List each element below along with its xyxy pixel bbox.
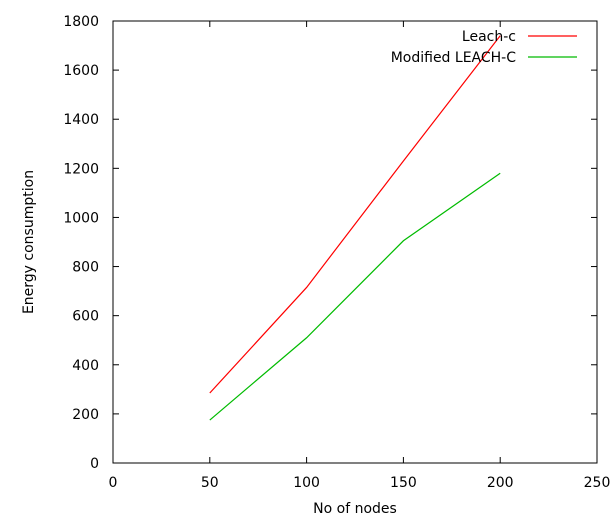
- y-tick-label: 800: [72, 260, 99, 276]
- legend-label: Leach-c: [462, 29, 516, 45]
- y-axis-ticks: 0 200 400 600 800 1000 1200 1400 1600 1800: [63, 14, 597, 472]
- x-tick-label: 0: [109, 475, 118, 491]
- y-tick-label: 1600: [63, 63, 99, 79]
- y-tick-label: 1800: [63, 14, 99, 30]
- y-tick-label: 200: [72, 407, 99, 423]
- x-tick-label: 150: [390, 475, 417, 491]
- y-tick-label: 1200: [63, 161, 99, 177]
- legend-label: Modified LEACH-C: [391, 50, 517, 66]
- x-axis-label: No of nodes: [313, 501, 397, 517]
- x-tick-label: 100: [293, 475, 320, 491]
- x-tick-label: 200: [487, 475, 514, 491]
- legend: Leach-c Modified LEACH-C: [391, 29, 577, 66]
- x-tick-label: 250: [584, 475, 611, 491]
- y-tick-label: 400: [72, 358, 99, 374]
- y-tick-label: 1400: [63, 112, 99, 128]
- y-tick-label: 600: [72, 309, 99, 325]
- series-lines: [209, 35, 501, 421]
- y-tick-label: 1000: [63, 210, 99, 226]
- x-axis-ticks: 0 50 100 150 200 250: [109, 21, 611, 491]
- series-line-1: [209, 172, 501, 421]
- series-line-0: [209, 35, 501, 394]
- y-tick-label: 0: [90, 456, 99, 472]
- plot-frame: [112, 20, 598, 464]
- x-tick-label: 50: [201, 475, 219, 491]
- y-axis-label: Energy consumption: [21, 170, 37, 314]
